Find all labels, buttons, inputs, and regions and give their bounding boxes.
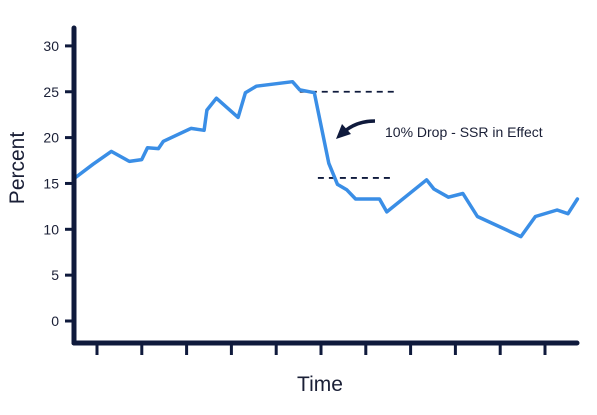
y-tick-label: 5 [51, 267, 59, 283]
y-tick-label: 0 [51, 313, 59, 329]
y-tick-label: 20 [43, 130, 59, 146]
annotation-arrow-head [336, 124, 351, 139]
y-tick-label: 30 [43, 38, 59, 54]
y-tick-label: 10 [43, 221, 59, 237]
annotation-arrow-shaft [342, 119, 376, 134]
y-axis-title: Percent [6, 132, 29, 205]
y-tick-label: 15 [43, 175, 59, 191]
annotations: 10% Drop - SSR in Effect [336, 119, 543, 140]
series-line [73, 79, 580, 239]
y-tick-label: 25 [43, 84, 59, 100]
annotation-text: 10% Drop - SSR in Effect [385, 124, 543, 140]
x-axis-title: Time [297, 373, 343, 396]
y-axis-ticks: 0 5 10 15 20 25 30 [43, 38, 74, 329]
